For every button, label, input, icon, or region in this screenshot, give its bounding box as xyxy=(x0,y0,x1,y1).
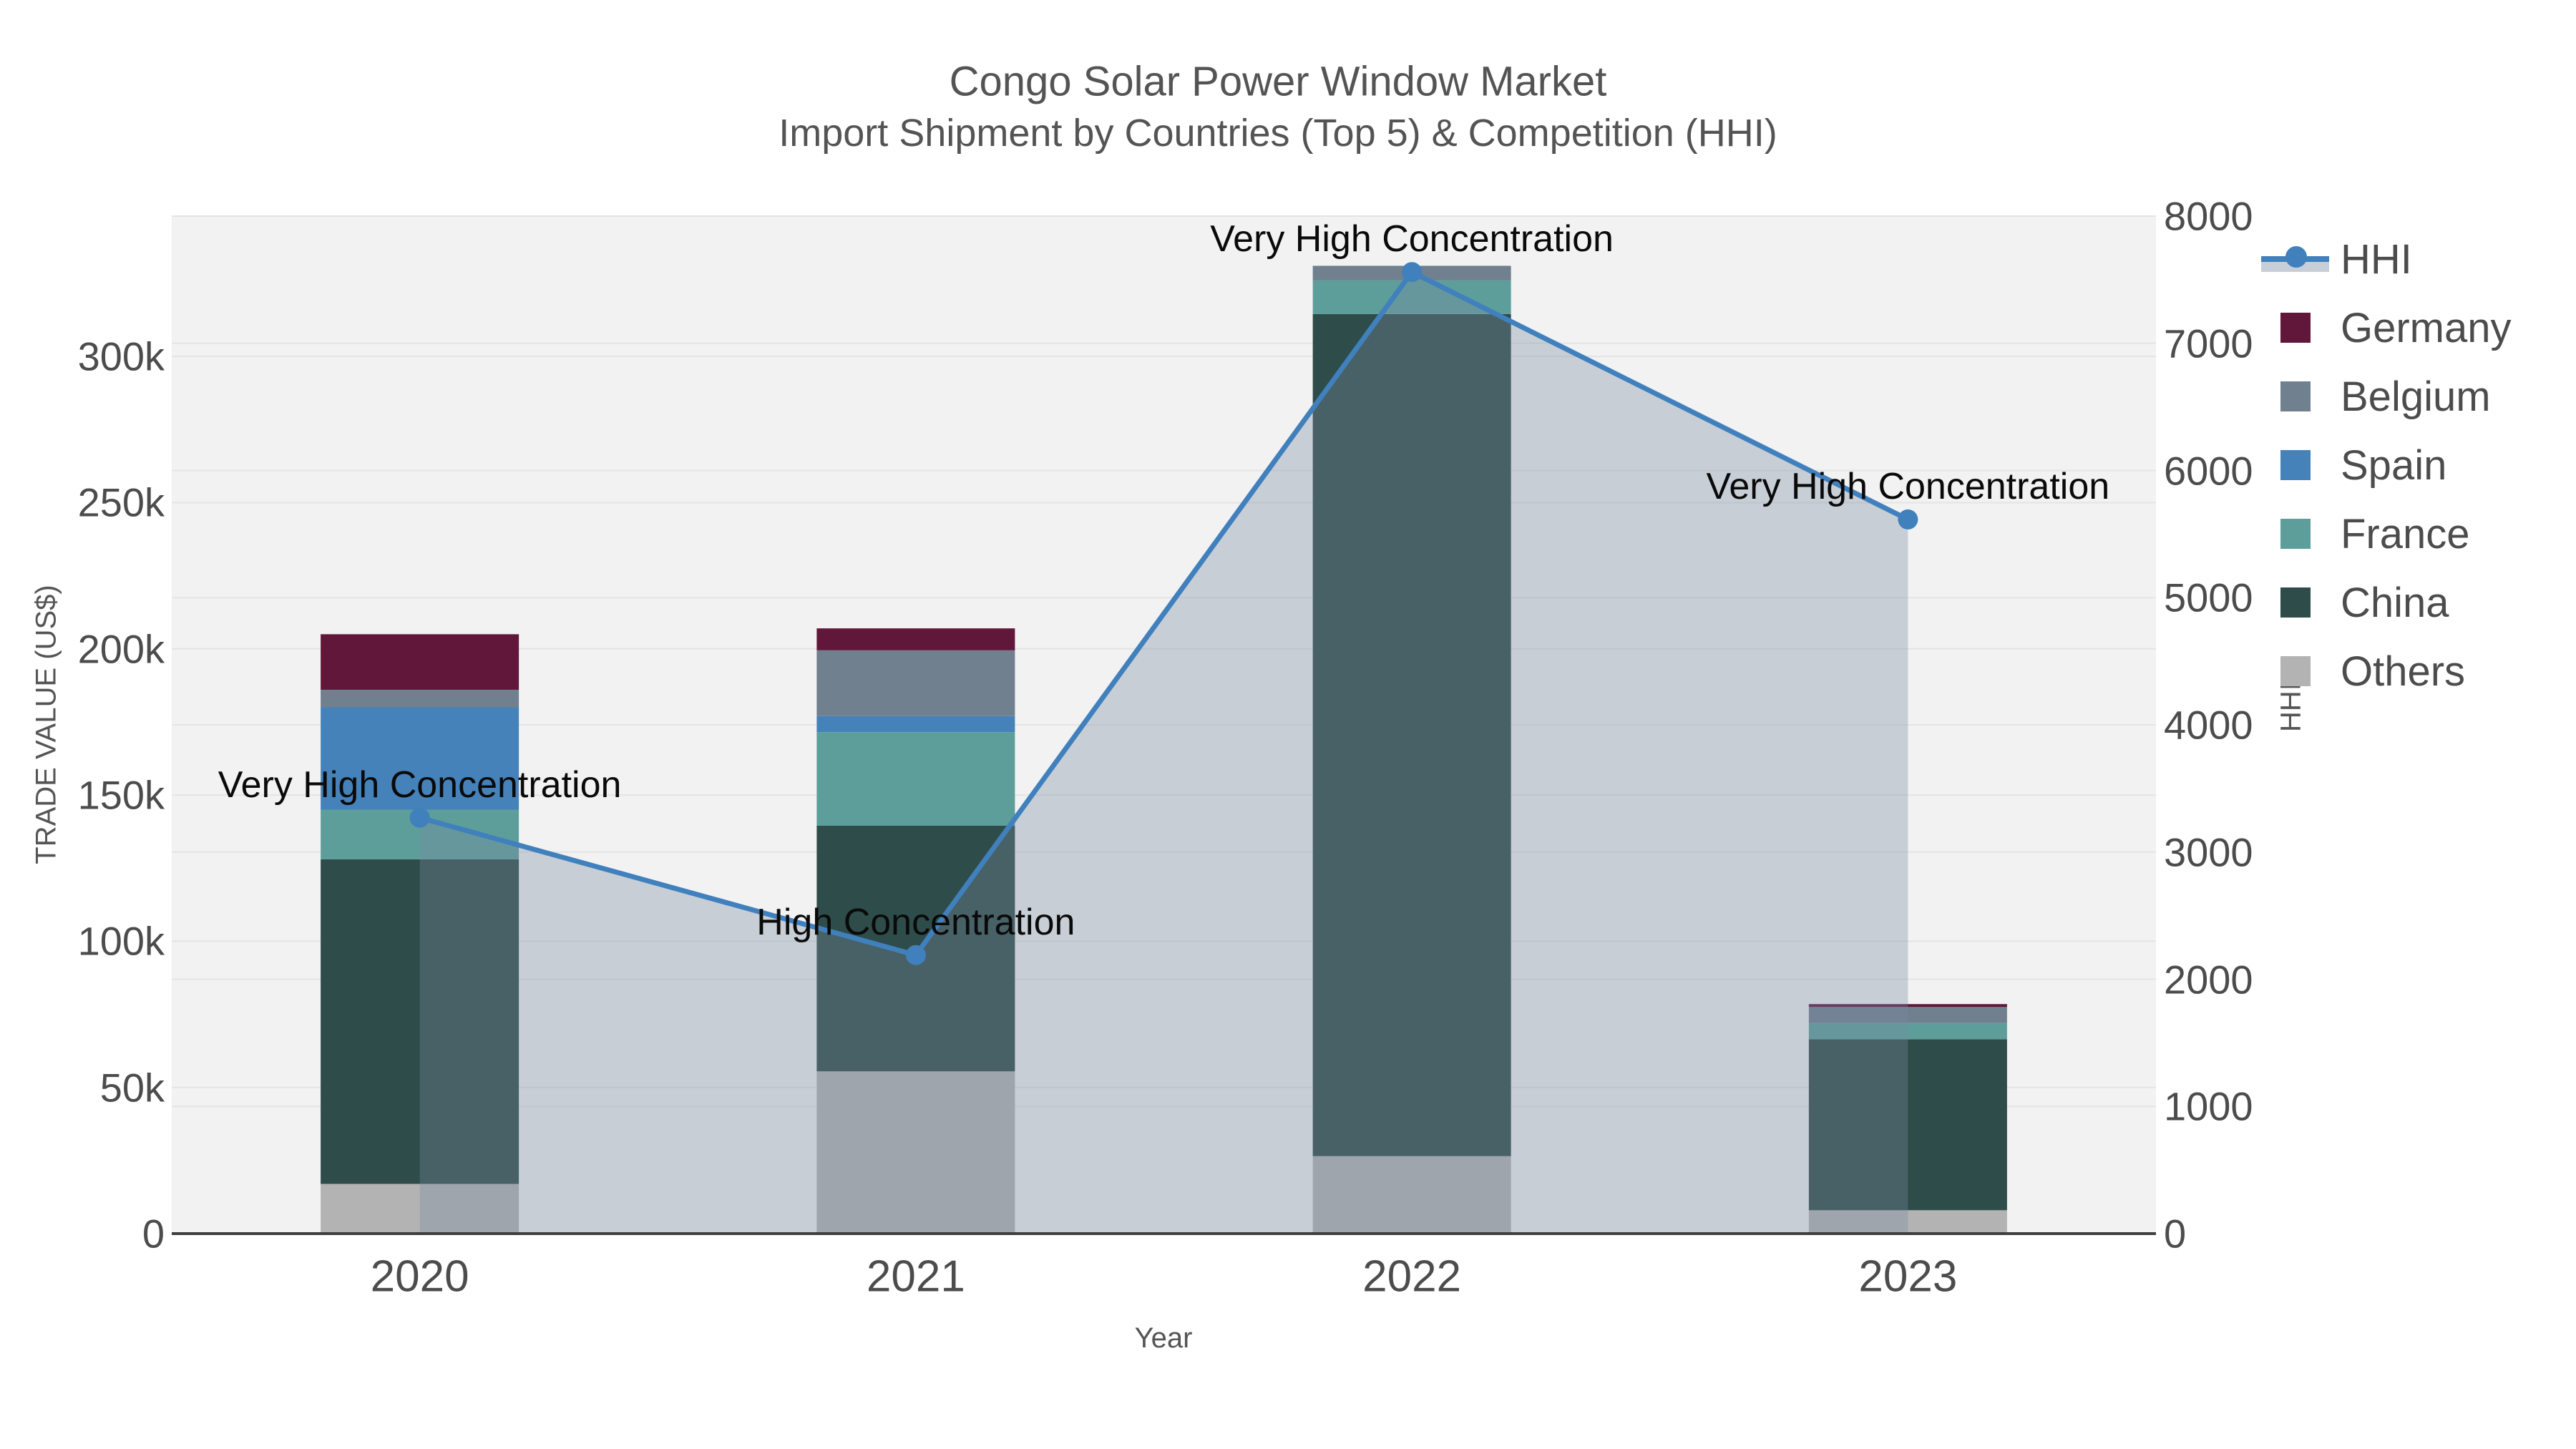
annotation-2023: Very High Concentration xyxy=(1706,465,2110,507)
legend-label: Others xyxy=(2341,648,2466,695)
hhi-marker-2021[interactable] xyxy=(905,945,926,965)
bar-segment-others-2021[interactable] xyxy=(816,1071,1015,1234)
legend-item-france[interactable]: France xyxy=(2261,499,2512,568)
annotation-2021: High Concentration xyxy=(756,901,1075,943)
color-swatch-icon xyxy=(2261,450,2329,480)
bar-segment-china-2020[interactable] xyxy=(321,859,519,1184)
legend-item-others[interactable]: Others xyxy=(2261,637,2512,706)
bar-segment-germany-2023[interactable] xyxy=(1808,1004,2007,1008)
color-swatch-icon xyxy=(2261,381,2329,411)
bar-segment-france-2023[interactable] xyxy=(1808,1023,2007,1040)
y-left-tick-300k: 300k xyxy=(77,333,165,379)
y-right-tick-4000: 4000 xyxy=(2164,702,2253,748)
bar-segment-spain-2021[interactable] xyxy=(816,716,1015,733)
x-tick-2020: 2020 xyxy=(370,1252,469,1302)
chart-subtitle: Import Shipment by Countries (Top 5) & C… xyxy=(779,112,1777,155)
color-swatch-icon xyxy=(2261,313,2329,343)
y-left-tick-0: 0 xyxy=(142,1211,165,1257)
legend-label: China xyxy=(2341,579,2449,626)
bar-segment-others-2023[interactable] xyxy=(1808,1210,2007,1234)
y-left-tick-200k: 200k xyxy=(77,626,165,672)
y-left-tick-100k: 100k xyxy=(77,918,165,964)
legend-item-hhi[interactable]: HHI xyxy=(2261,225,2512,293)
y-right-tick-6000: 6000 xyxy=(2164,448,2253,493)
color-swatch-icon xyxy=(2261,656,2329,686)
hhi-area-fill xyxy=(419,272,1908,1234)
color-swatch-icon xyxy=(2261,519,2329,549)
hhi-line-swatch-icon xyxy=(2261,245,2329,273)
legend-item-belgium[interactable]: Belgium xyxy=(2261,362,2512,431)
bar-segment-germany-2021[interactable] xyxy=(816,628,1015,650)
annotation-2020: Very High Concentration xyxy=(218,763,622,806)
chart-title: Congo Solar Power Window Market xyxy=(949,58,1607,105)
legend-label: Belgium xyxy=(2341,373,2491,420)
y-right-tick-0: 0 xyxy=(2164,1211,2187,1257)
annotation-2022: Very High Concentration xyxy=(1210,218,1614,260)
legend-item-china[interactable]: China xyxy=(2261,568,2512,637)
bar-segment-china-2023[interactable] xyxy=(1808,1039,2007,1211)
legend-item-spain[interactable]: Spain xyxy=(2261,431,2512,499)
y-left-tick-150k: 150k xyxy=(77,772,165,818)
bar-segment-others-2022[interactable] xyxy=(1312,1156,1511,1234)
x-tick-2021: 2021 xyxy=(866,1252,965,1302)
bar-segment-others-2020[interactable] xyxy=(321,1184,519,1234)
legend: HHI Germany Belgium Spain France China Others xyxy=(2261,225,2512,706)
legend-item-germany[interactable]: Germany xyxy=(2261,293,2512,362)
bar-segment-belgium-2021[interactable] xyxy=(816,650,1015,716)
x-tick-2023: 2023 xyxy=(1858,1252,1958,1302)
hhi-line xyxy=(419,268,1909,958)
legend-label: Spain xyxy=(2341,441,2447,489)
bar-segment-belgium-2023[interactable] xyxy=(1808,1007,2007,1023)
hhi-marker-2023[interactable] xyxy=(1898,509,1918,530)
bar-segment-france-2022[interactable] xyxy=(1312,280,1511,314)
legend-label: Germany xyxy=(2341,304,2512,351)
legend-label: France xyxy=(2341,510,2470,557)
y-right-tick-7000: 7000 xyxy=(2164,321,2253,366)
bar-segment-belgium-2020[interactable] xyxy=(321,689,519,708)
hhi-marker-2022[interactable] xyxy=(1402,262,1423,283)
y-right-tick-5000: 5000 xyxy=(2164,575,2253,620)
y-left-tick-50k: 50k xyxy=(99,1065,165,1111)
bar-segment-spain-2020[interactable] xyxy=(321,707,519,810)
bar-segment-france-2021[interactable] xyxy=(816,732,1015,826)
bar-segment-germany-2020[interactable] xyxy=(321,634,519,690)
x-tick-2022: 2022 xyxy=(1362,1252,1462,1302)
y-axis-title-left: TRADE VALUE (US$) xyxy=(30,585,62,864)
hhi-marker-2020[interactable] xyxy=(409,807,430,828)
color-swatch-icon xyxy=(2261,587,2329,618)
bar-segment-china-2022[interactable] xyxy=(1312,313,1511,1156)
y-right-tick-3000: 3000 xyxy=(2164,829,2253,875)
y-right-tick-8000: 8000 xyxy=(2164,193,2253,239)
y-left-tick-250k: 250k xyxy=(77,479,165,525)
y-right-tick-2000: 2000 xyxy=(2164,957,2253,1002)
legend-label: HHI xyxy=(2341,235,2412,283)
x-axis-title: Year xyxy=(1134,1322,1193,1354)
y-right-tick-1000: 1000 xyxy=(2164,1083,2253,1129)
